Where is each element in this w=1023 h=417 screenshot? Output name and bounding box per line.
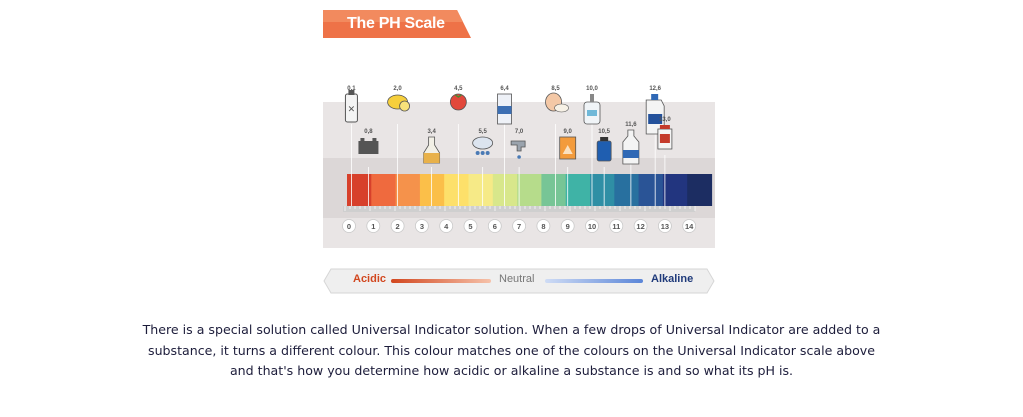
svg-text:✕: ✕ [348, 105, 356, 115]
ph-number-marker [657, 219, 672, 233]
ph-number-marker [560, 219, 575, 233]
ph-number-label: 10 [588, 222, 596, 231]
acidity-legend-bar [323, 268, 715, 294]
substance-ph-label: 4,5 [454, 86, 463, 92]
ph-scale-diagram: 0 1 2 3 4 5 6 7 8 9 10 11 12 13 140,1✕0,82,03,44,55,56… [342, 86, 713, 233]
ph-number-marker [487, 219, 502, 233]
ph-number-label: 1 [371, 222, 375, 231]
ph-number-marker [682, 219, 697, 233]
ph-number-label: 0 [347, 222, 351, 231]
substance-ph-label: 5,5 [478, 129, 487, 135]
figure-title: The PH Scale [347, 15, 445, 32]
ph-color-band [468, 174, 494, 206]
substance-ph-label: 2,0 [393, 86, 402, 92]
ph-number-label: 11 [612, 222, 620, 231]
drain-cleaner-icon [657, 125, 673, 150]
ph-number-marker [633, 219, 648, 233]
baking-soda-box-icon [559, 136, 577, 160]
ph-number-label: 6 [493, 222, 497, 231]
substance-ph-label: 0,1 [347, 86, 356, 92]
substance-ph-label: 10,5 [598, 129, 610, 135]
ph-number-marker [342, 219, 356, 233]
rain-cloud-icon [472, 136, 494, 155]
milk-bottle-icon [497, 93, 512, 125]
battery-acid-bottle-icon: ✕ [344, 90, 358, 123]
scale-ruler [343, 206, 695, 212]
substance-ph-label: 10,0 [586, 86, 598, 92]
ammonia-bottle-icon [622, 129, 640, 165]
tomato-icon [449, 93, 467, 111]
soap-dispenser-icon [583, 94, 601, 125]
ph-color-band [492, 174, 518, 206]
substance-ph-label: 8,5 [551, 86, 560, 92]
water-tap-icon [510, 140, 526, 159]
ph-number-label: 5 [468, 222, 472, 231]
substance-ph-label: 11,6 [625, 122, 637, 128]
bleach-jug-icon [645, 94, 665, 135]
ph-number-label: 13 [661, 222, 669, 231]
ph-color-band [371, 174, 397, 206]
ph-number-label: 3 [420, 222, 424, 231]
ph-color-band [517, 174, 542, 206]
ph-number-marker [390, 219, 405, 233]
ph-scale-figure: The PH Scale 0 1 2 3 4 5 6 7 8 9 10 11 12 13 14 0,1 ✕ 0,8… [323, 0, 715, 300]
ph-color-band [419, 174, 445, 206]
ph-color-band [687, 174, 713, 206]
substance-ph-label: 3,4 [427, 129, 436, 135]
ph-number-label: 9 [566, 222, 570, 231]
ph-number-marker [439, 219, 454, 233]
ph-color-band [565, 174, 591, 206]
ph-color-band [614, 174, 640, 206]
ph-number-label: 7 [517, 222, 521, 231]
car-battery-icon [358, 138, 379, 154]
ph-number-label: 8 [541, 222, 545, 231]
ph-number-label: 14 [685, 222, 694, 231]
ph-color-band [444, 174, 470, 206]
ph-number-marker [609, 219, 624, 233]
ph-number-label: 12 [636, 222, 644, 231]
ph-number-marker [415, 219, 429, 233]
ph-number-label: 2 [396, 222, 400, 231]
ph-color-band [590, 174, 615, 206]
legend-neutral-label: Neutral [499, 273, 535, 285]
ph-color-band [638, 174, 664, 206]
ph-color-band [541, 174, 567, 206]
substance-ph-label: 6,4 [500, 86, 509, 92]
lemon-icon [387, 94, 410, 112]
title-banner: The PH Scale [323, 10, 471, 38]
substance-ph-label: 9,0 [564, 129, 573, 135]
ph-number-marker [536, 219, 551, 233]
ph-color-band [395, 174, 421, 206]
ph-number-marker [366, 219, 381, 233]
ph-number-marker [512, 219, 527, 233]
vinegar-bottle-icon [423, 136, 441, 164]
ph-color-band [662, 174, 688, 206]
egg-icon [545, 92, 569, 113]
ph-number-marker [463, 219, 478, 233]
legend-alkaline-label: Alkaline [651, 273, 694, 285]
ph-number-marker [585, 219, 599, 233]
substance-ph-label: 0,8 [364, 129, 373, 135]
antacid-bottle-icon [596, 137, 612, 162]
ph-number-label: 4 [444, 222, 449, 231]
caption-paragraph: There is a special solution called Unive… [142, 322, 881, 378]
substance-ph-label: 13,0 [659, 117, 671, 123]
substance-ph-label: 7,0 [515, 129, 524, 135]
legend-acidic-label: Acidic [353, 273, 387, 285]
substance-ph-label: 12,6 [649, 86, 661, 92]
